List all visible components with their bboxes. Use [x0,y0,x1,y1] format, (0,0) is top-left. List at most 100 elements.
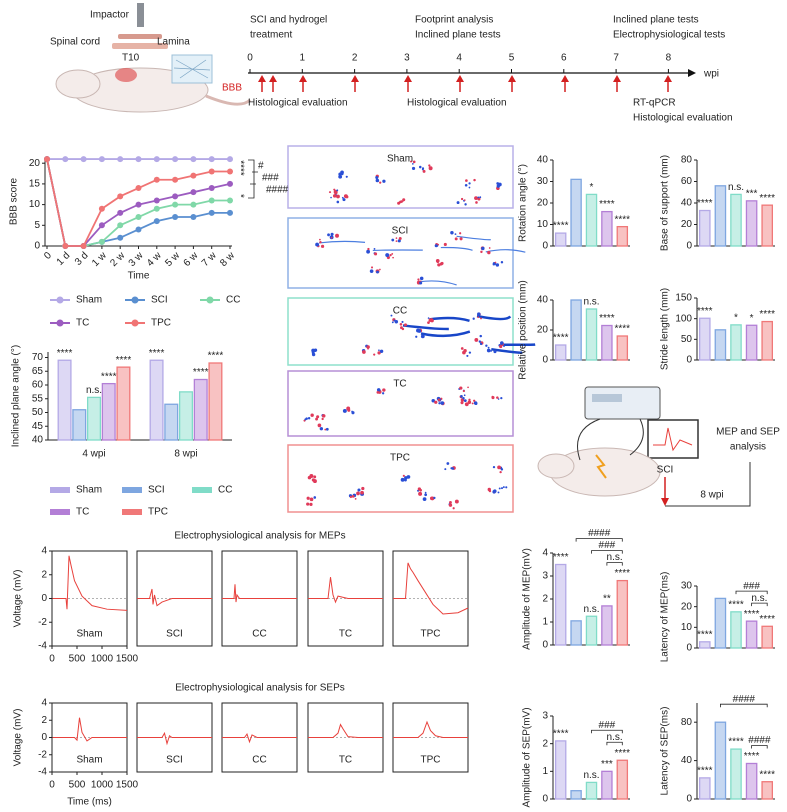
chart-title: Electrophysiological analysis for SEPs [175,683,345,694]
trace-line [222,584,297,603]
series-point [190,201,197,208]
footprint-mark [412,163,414,165]
timeline-note: Histological evaluation [407,98,507,109]
bar [570,620,582,646]
significance: n.s. [86,385,102,396]
y-tick-label: -2 [38,749,47,760]
series-point [135,185,142,192]
y-tick-label: 3 [542,711,548,722]
footprint-mark [411,166,416,171]
timeline-note: treatment [250,30,292,41]
series-point [135,214,142,221]
series-point [135,201,142,208]
rat-head [55,69,101,99]
footprint-mark [345,175,348,178]
footprint-mark [454,499,459,504]
footprint-label: CC [393,306,407,317]
footprint-mark [316,415,320,419]
y-axis-label: Inclined plane angle (°) [11,345,22,447]
footprint-mark [356,491,360,496]
y-tick-label: 55 [32,393,44,404]
schematic-label: analysis [730,442,766,453]
footprint-mark [454,237,458,241]
series-point [190,172,197,179]
timeline-tick-label: 6 [561,53,567,64]
x-tick-label: 4 wpi [82,449,105,460]
significance: * [234,194,245,198]
electrophysiology-schematic [537,386,751,507]
significance: ### [599,540,616,551]
y-axis-label: Latency of SEP(ms) [660,707,671,796]
legend-label: CC [218,485,232,496]
y-tick-label: 0 [686,643,692,654]
y-tick-label: 10 [537,219,549,230]
footprint-mark [464,402,469,407]
footprint-mark [327,233,330,237]
y-tick-label: 4 [41,698,47,709]
y-tick-label: 0 [686,794,692,805]
trace-line [137,588,212,607]
y-tick-label: 0 [686,241,692,252]
y-tick-label: -2 [38,617,47,628]
footprint-mark [451,467,455,470]
footprint-mark [427,317,430,319]
y-tick-label: 150 [675,293,692,304]
footprint-mark [424,493,428,497]
rat-tail [205,94,252,106]
significance: n.s. [583,770,599,781]
footprint-label: TC [393,379,406,390]
bar [601,210,613,247]
bar [616,759,629,800]
bar [570,299,582,361]
bar [616,335,629,361]
footprint-mark [468,351,472,354]
y-tick-label: -4 [38,641,47,652]
timeline-arrowhead [688,69,696,77]
footprint-mark [404,323,408,327]
significance: **** [615,748,631,759]
footprint-mark [395,237,398,239]
series-point [153,156,160,163]
time-arrowhead [661,498,669,506]
footprint-mark [437,263,441,267]
x-tick-label: 0 [49,780,55,791]
footprint-streak [456,235,491,241]
footprint-mark [311,352,316,357]
y-tick-label: 80 [681,717,693,728]
significance-bracket [735,590,768,595]
trace-label: CC [252,629,266,640]
footprint-mark [479,342,483,346]
x-tick-label: 5 w [163,250,182,269]
footprint-mark [313,475,317,479]
footprint-mark [319,241,322,244]
footprint-panel [287,297,514,366]
footprint-mark [427,321,430,324]
trace-label: Sham [76,755,102,766]
series-point [117,234,124,241]
bar [699,641,711,649]
footprint-mark [332,194,337,198]
bar [714,597,727,649]
significance-bracket [591,550,623,554]
footprint-mark [460,197,464,201]
footprint-mark [448,503,453,507]
series-point [227,209,233,216]
series-point [153,205,160,212]
series-point [227,156,233,163]
footprint-mark [402,200,404,202]
bar [601,605,613,646]
trace-label: SCI [166,755,183,766]
series-point [172,193,179,200]
bar [570,790,582,800]
footprint-mark [325,427,329,431]
footprint-mark [478,340,482,343]
y-tick-label: 2 [542,594,548,605]
series-point [208,185,215,192]
bar [164,403,179,441]
footprint-mark [320,244,325,248]
footprint-mark [366,249,370,254]
legend-label: TC [76,318,89,329]
significance-bracket [248,159,258,199]
footprint-mark [462,389,465,393]
significance: **** [697,629,713,640]
